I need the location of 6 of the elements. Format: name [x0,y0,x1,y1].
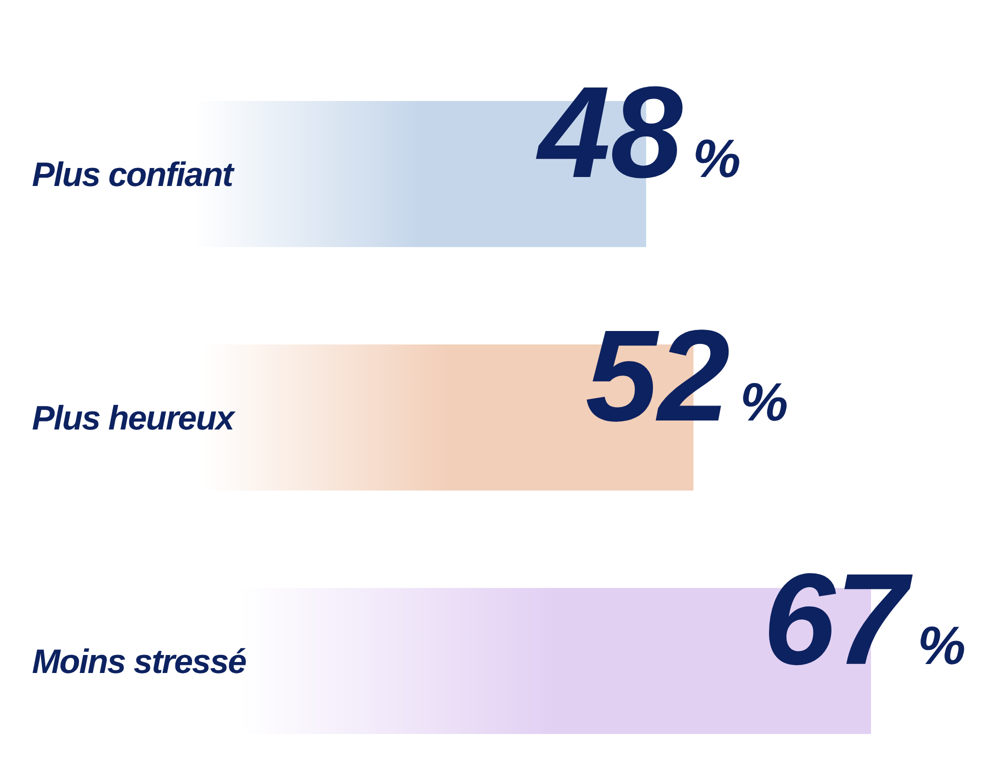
y-tick-label: Moins stressé [32,642,246,681]
data-label: 48% [535,59,741,205]
data-label: 67% [763,546,966,692]
y-tick-label: Plus confiant [32,156,236,194]
data-label: 52% [585,302,788,448]
y-tick-label: Plus heureux [32,400,237,438]
